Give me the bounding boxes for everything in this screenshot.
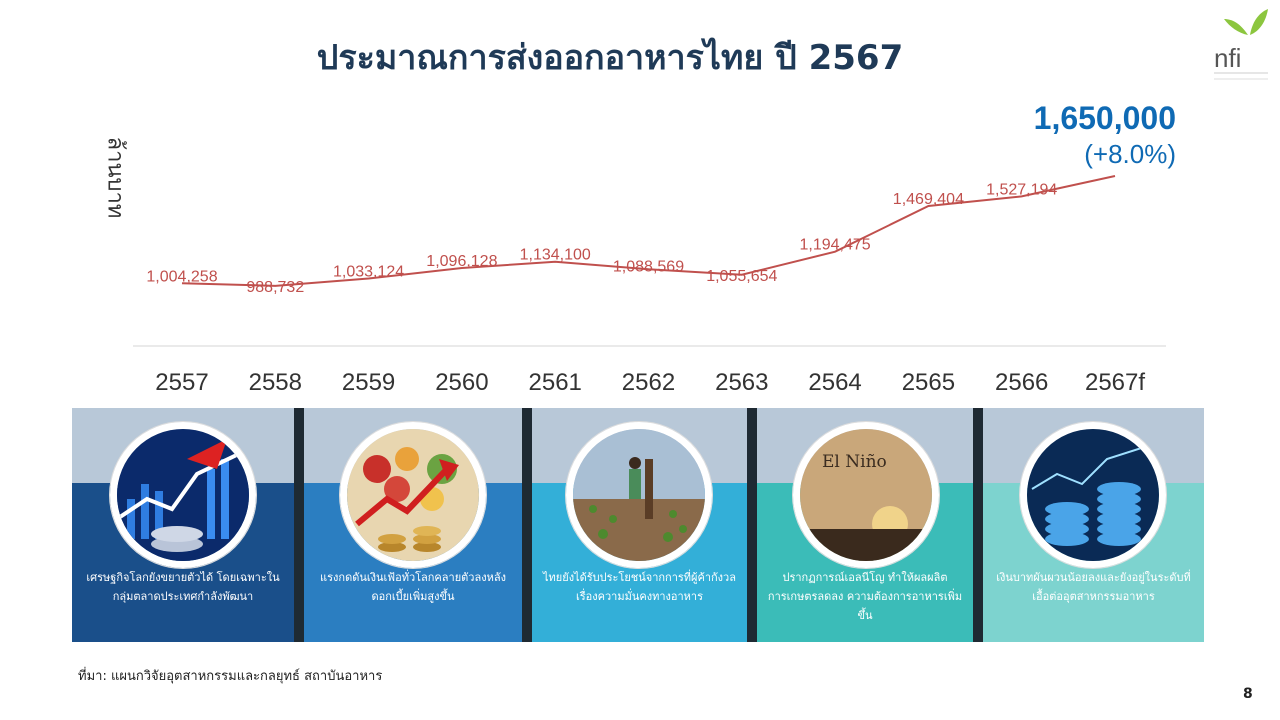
data-label: 1,527,194 xyxy=(986,181,1057,198)
data-label: 1,096,128 xyxy=(426,253,497,270)
el-nino-icon: El Niño xyxy=(793,422,939,568)
page-title: ประมาณการส่งออกอาหารไทย ปี 2567 xyxy=(316,38,904,78)
x-tick-label: 2564 xyxy=(808,369,861,396)
data-label: 1,033,124 xyxy=(333,263,404,280)
finance-chart-icon xyxy=(110,422,256,568)
nfi-logo: nfi xyxy=(1210,5,1274,87)
panel-el-nino: El Niño ปรากฏการณ์เอลนีโญ ทำให้ผลผลิตการ… xyxy=(757,408,973,642)
panel-divider xyxy=(747,408,757,642)
inflation-icon xyxy=(340,422,486,568)
panel-food-security: ไทยยังได้รับประโยชน์จากการที่ผู้ค้ากังวล… xyxy=(532,408,747,642)
data-label: 1,194,475 xyxy=(800,237,871,254)
x-tick-label: 2563 xyxy=(715,369,768,396)
panel-text: เศรษฐกิจโลกยังขยายตัวได้ โดยเฉพาะในกลุ่ม… xyxy=(86,571,280,603)
panel-text: ปรากฏการณ์เอลนีโญ ทำให้ผลผลิตการเกษตรลดล… xyxy=(767,571,963,622)
panel-text: ไทยยังได้รับประโยชน์จากการที่ผู้ค้ากังวล… xyxy=(543,571,736,603)
panel-text: เงินบาทผันผวนน้อยลงและยังอยู่ในระดับที่เ… xyxy=(996,571,1191,603)
forecast-value: 1,650,000 xyxy=(1033,100,1176,136)
panel-text: แรงกดดันเงินเฟ้อทั่วโลกคลายตัวลงหลังดอกเ… xyxy=(320,571,506,603)
panel-divider xyxy=(294,408,304,642)
x-tick-label: 2560 xyxy=(435,369,488,396)
panel-inflation: แรงกดดันเงินเฟ้อทั่วโลกคลายตัวลงหลังดอกเ… xyxy=(304,408,522,642)
x-tick-label: 2562 xyxy=(622,369,675,396)
currency-coins-icon xyxy=(1020,422,1166,568)
headline-forecast: 1,650,000 (+8.0%) xyxy=(1034,100,1176,170)
data-label: 1,004,258 xyxy=(146,268,217,285)
data-label: 1,469,404 xyxy=(893,191,964,208)
x-tick-label: 2557 xyxy=(155,369,208,396)
x-tick-label: 2566 xyxy=(995,369,1048,396)
export-line-chart: 1,004,258 2557 988,732 2558 1,033,124 2559 1,0… xyxy=(133,175,1166,396)
panel-currency: เงินบาทผันผวนน้อยลงและยังอยู่ในระดับที่เ… xyxy=(983,408,1204,642)
source-note: ที่มา: แผนกวิจัยอุตสาหกรรมและกลยุทธ์ สถา… xyxy=(78,669,383,684)
x-tick-label: 2565 xyxy=(902,369,955,396)
data-label: 988,732 xyxy=(246,279,304,296)
svg-text:nfi: nfi xyxy=(1214,43,1241,73)
x-tick-label: 2558 xyxy=(249,369,302,396)
x-tick-label: 2559 xyxy=(342,369,395,396)
panel-economy: เศรษฐกิจโลกยังขยายตัวได้ โดยเฉพาะในกลุ่ม… xyxy=(72,408,294,642)
page-number: 8 xyxy=(1243,686,1253,702)
panel-divider xyxy=(973,408,983,642)
el-nino-caption: El Niño xyxy=(822,452,887,472)
panel-divider xyxy=(522,408,532,642)
x-tick-label: 2561 xyxy=(529,369,582,396)
data-label: 1,088,569 xyxy=(613,258,684,275)
data-label: 1,134,100 xyxy=(520,247,591,264)
factor-panels: เศรษฐกิจโลกยังขยายตัวได้ โดยเฉพาะในกลุ่ม… xyxy=(72,408,1204,642)
data-label: 1,055,654 xyxy=(706,268,777,285)
forecast-change: (+8.0%) xyxy=(1084,139,1176,169)
x-tick-label: 2567f xyxy=(1085,369,1145,396)
farm-icon xyxy=(566,422,712,568)
